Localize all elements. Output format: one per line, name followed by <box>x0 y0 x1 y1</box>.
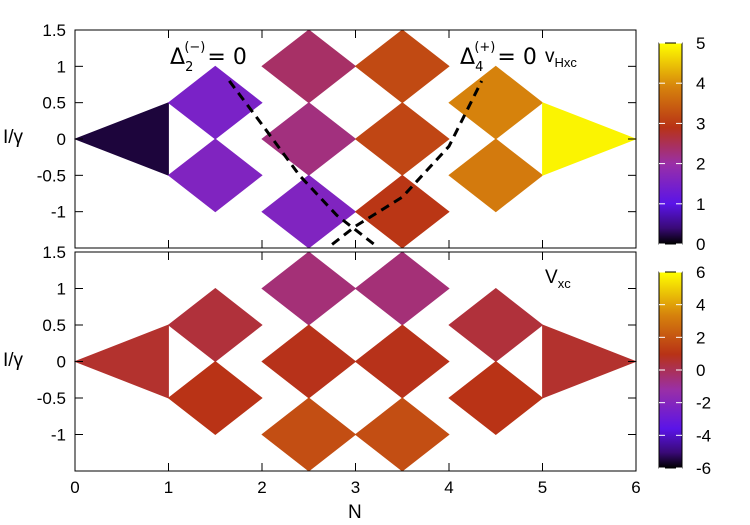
top-y-ticks: 1.5 1 0.5 0 -0.5 -1 <box>37 21 637 248</box>
heatmap-cell <box>73 102 169 176</box>
heatmap-cell <box>167 138 263 213</box>
top-y-axis-label: I/γ <box>3 127 24 148</box>
heatmap-cell <box>261 397 357 472</box>
colorbar-tick-label: -4 <box>696 426 711 445</box>
colorbar-tick-label: -2 <box>696 394 711 413</box>
heatmap-cell <box>448 360 544 436</box>
y-tick-label: 0.5 <box>42 94 66 113</box>
heatmap-cell <box>354 251 450 326</box>
x-tick-label: 6 <box>631 478 640 497</box>
heatmap-cell <box>448 287 544 363</box>
bottom-panel: 1.5 1 0.5 0 -0.5 -1 0 1 2 3 4 5 6 I/γ N Vxc 6 4 2 0 -2 -… <box>3 243 711 523</box>
y-tick-label: 1 <box>57 57 66 76</box>
heatmap-cell <box>448 65 544 140</box>
heatmap-cell <box>261 29 357 104</box>
bottom-x-ticks: 0 1 2 3 4 5 6 <box>70 463 641 497</box>
heatmap-cell <box>261 102 357 176</box>
top-colorbar: 0 1 2 3 4 5 <box>658 34 705 254</box>
colorbar-tick-label: 4 <box>696 74 705 93</box>
top-colorbar-gradient <box>658 42 683 245</box>
y-tick-label: 1.5 <box>42 243 66 262</box>
heatmap-cell <box>167 360 263 436</box>
top-heatmap-cells <box>73 29 638 249</box>
bottom-heatmap-cells <box>73 251 638 472</box>
heatmap-cell <box>167 65 263 140</box>
y-tick-label: -0.5 <box>37 389 66 408</box>
y-tick-label: -1 <box>51 426 66 445</box>
colorbar-tick-label: 0 <box>696 235 705 254</box>
dashed-curve <box>331 80 484 246</box>
y-tick-label: 1 <box>57 280 66 299</box>
heatmap-cell <box>167 287 263 363</box>
heatmap-cell <box>354 29 450 104</box>
top-dashed-curves <box>228 80 484 246</box>
x-tick-label: 4 <box>444 478 453 497</box>
heatmap-cell <box>354 324 450 399</box>
x-tick-label: 5 <box>538 478 547 497</box>
top-colorbar-ticks: 0 1 2 3 4 5 <box>659 34 705 254</box>
heatmap-cell <box>448 138 544 213</box>
top-panel: 1.5 1 0.5 0 -0.5 -1 I/γ Δ2(−)= 0 Δ4(+)= 0 vHx… <box>3 21 705 254</box>
heatmap-cell <box>261 251 357 326</box>
colorbar-tick-label: 3 <box>696 114 705 133</box>
bottom-panel-label: Vxc <box>545 267 571 291</box>
heatmap-cell <box>73 324 169 399</box>
y-tick-label: 0.5 <box>42 316 66 335</box>
bottom-y-axis-label: I/γ <box>3 350 24 371</box>
heatmap-cell <box>261 324 357 399</box>
colorbar-tick-label: 1 <box>696 195 705 214</box>
y-tick-label: -1 <box>51 203 66 222</box>
y-tick-label: 0 <box>57 130 66 149</box>
heatmap-cell <box>542 324 638 399</box>
y-tick-label: 1.5 <box>42 21 66 40</box>
y-tick-label: 0 <box>57 353 66 372</box>
heatmap-cell <box>354 397 450 472</box>
colorbar-tick-label: -6 <box>696 459 711 478</box>
x-tick-label: 2 <box>257 478 266 497</box>
annotation-delta2: Δ2(−)= 0 <box>170 40 247 75</box>
x-tick-label: 3 <box>351 478 360 497</box>
dashed-curve <box>228 80 376 246</box>
y-tick-label: -0.5 <box>37 166 66 185</box>
heatmap-cell <box>354 102 450 176</box>
colorbar-tick-label: 5 <box>696 34 705 53</box>
top-panel-label: vHxc <box>545 46 577 70</box>
heatmap-cell <box>542 102 638 176</box>
heatmap-cell <box>354 174 450 249</box>
bottom-colorbar: 6 4 2 0 -2 -4 -6 <box>658 263 711 478</box>
colorbar-tick-label: 6 <box>696 263 705 282</box>
heatmap-cell <box>261 174 357 249</box>
bottom-y-ticks: 1.5 1 0.5 0 -0.5 -1 <box>37 243 637 445</box>
colorbar-tick-label: 2 <box>696 155 705 174</box>
x-tick-label: 0 <box>70 478 79 497</box>
x-tick-label: 1 <box>164 478 173 497</box>
annotation-delta4: Δ4(+)= 0 <box>460 40 537 75</box>
colorbar-tick-label: 0 <box>696 361 705 380</box>
x-axis-label: N <box>348 502 362 523</box>
colorbar-tick-label: 2 <box>696 328 705 347</box>
colorbar-tick-label: 4 <box>696 296 705 315</box>
bottom-colorbar-ticks: 6 4 2 0 -2 -4 -6 <box>659 263 711 478</box>
